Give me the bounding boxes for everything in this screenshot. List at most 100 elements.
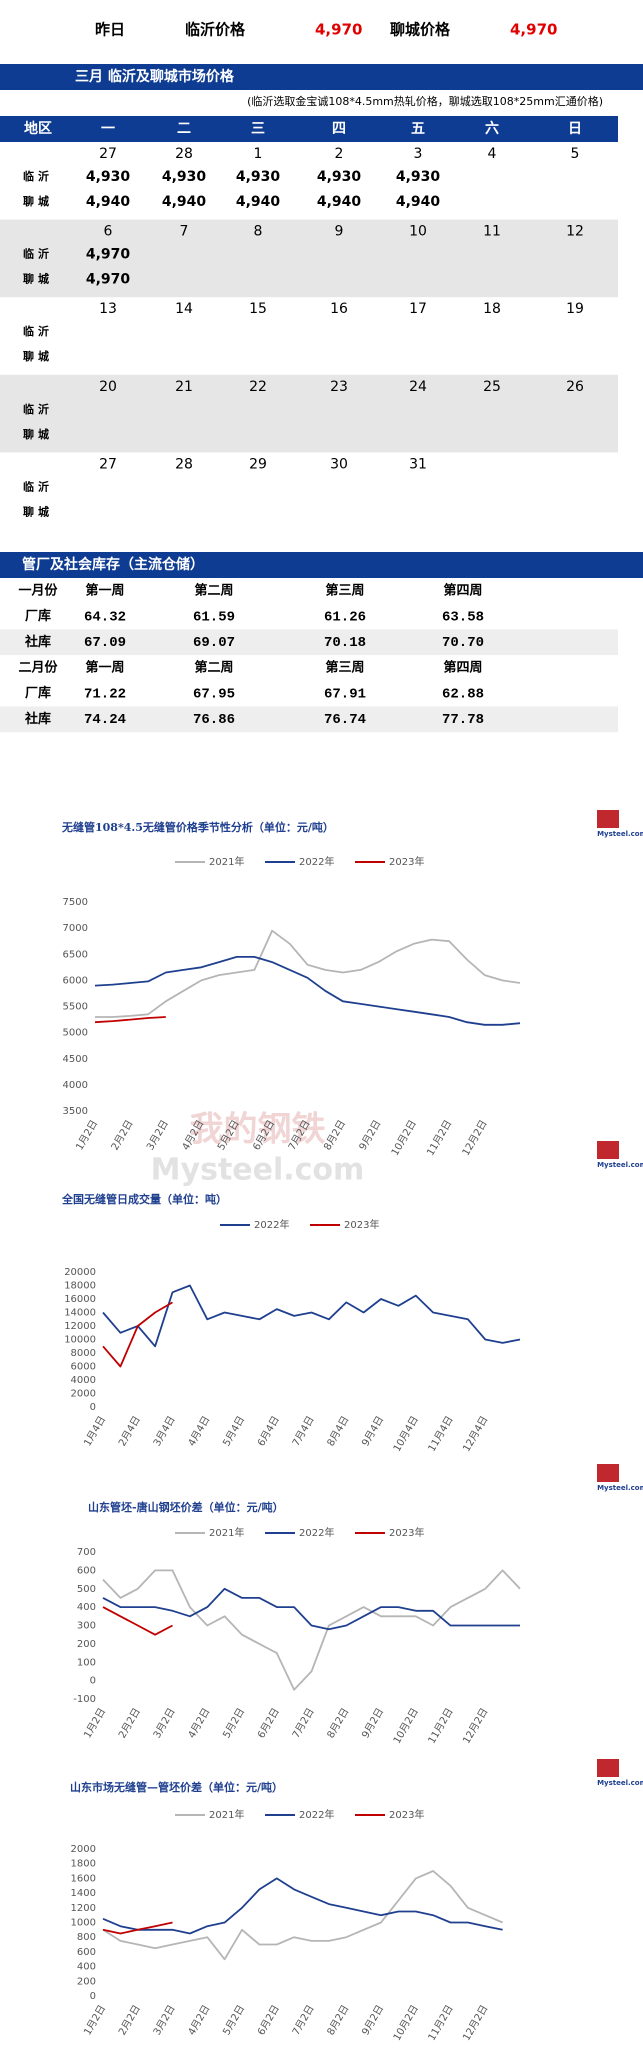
day-number: 16 bbox=[330, 301, 348, 317]
day-number: 18 bbox=[483, 301, 501, 317]
inventory-value: 71.22 bbox=[84, 686, 126, 702]
series-line bbox=[102, 1284, 521, 1348]
legend-label: 2022年 bbox=[299, 1526, 334, 1539]
chart-title: 山东市场无缝管—管坯价差（单位：元/吨） bbox=[70, 1780, 283, 1794]
x-tick-label: 9月2日 bbox=[359, 1706, 386, 1740]
y-tick-label: 500 bbox=[77, 1584, 96, 1595]
y-tick-label: 200 bbox=[77, 1976, 96, 1987]
day-number: 22 bbox=[249, 379, 267, 395]
x-tick-label: 1月2日 bbox=[73, 1118, 100, 1152]
y-tick-label: 16000 bbox=[64, 1294, 96, 1305]
liaocheng-price: 4,970 bbox=[510, 21, 557, 39]
y-tick-label: 0 bbox=[90, 1402, 96, 1413]
x-tick-label: 7月4日 bbox=[290, 1414, 317, 1448]
x-tick-label: 11月2日 bbox=[424, 1118, 454, 1158]
x-tick-label: 2月4日 bbox=[116, 1414, 143, 1448]
y-tick-label: 0 bbox=[90, 1676, 96, 1687]
y-tick-label: 800 bbox=[77, 1932, 96, 1943]
day-number: 11 bbox=[483, 224, 501, 240]
day-number: 12 bbox=[566, 224, 584, 240]
x-tick-label: 8月4日 bbox=[325, 1414, 352, 1448]
price: 4,930 bbox=[317, 169, 362, 185]
x-tick-label: 9月2日 bbox=[359, 2003, 386, 2037]
inventory-week: 第四周 bbox=[443, 659, 482, 675]
day-number: 6 bbox=[104, 224, 113, 240]
x-tick-label: 5月4日 bbox=[220, 1414, 247, 1448]
y-tick-label: 200 bbox=[77, 1639, 96, 1650]
legend-label: 2023年 bbox=[389, 855, 424, 868]
row-label: 聊城 bbox=[23, 427, 53, 441]
inventory-label: 社库 bbox=[24, 634, 51, 650]
legend-label: 2022年 bbox=[299, 855, 334, 868]
price: 4,940 bbox=[86, 194, 131, 210]
logo-text: Mysteel.com bbox=[597, 1161, 643, 1169]
x-tick-label: 1月2日 bbox=[81, 1706, 108, 1740]
calendar-header-bar bbox=[0, 64, 643, 90]
x-tick-label: 10月2日 bbox=[391, 1706, 421, 1746]
linyi-label: 临沂价格 bbox=[185, 21, 246, 39]
y-tick-label: -100 bbox=[73, 1694, 96, 1705]
y-tick-label: 100 bbox=[77, 1657, 96, 1668]
day-number: 24 bbox=[409, 379, 427, 395]
calendar-head: 四 bbox=[332, 121, 346, 137]
series-line bbox=[94, 1016, 166, 1024]
logo-badge bbox=[597, 1759, 619, 1777]
inventory-label: 厂库 bbox=[25, 685, 51, 701]
price: 4,940 bbox=[236, 194, 281, 210]
x-tick-label: 9月4日 bbox=[359, 1414, 386, 1448]
day-number: 1 bbox=[254, 146, 263, 162]
calendar-head: 五 bbox=[411, 121, 425, 137]
inventory-value: 74.24 bbox=[84, 712, 126, 728]
x-tick-label: 5月2日 bbox=[220, 2003, 247, 2037]
series-line bbox=[102, 1587, 520, 1631]
x-tick-label: 11月2日 bbox=[426, 2003, 456, 2043]
yesterday-label: 昨日 bbox=[95, 21, 125, 39]
price: 4,940 bbox=[396, 194, 441, 210]
calendar-head: 地区 bbox=[24, 120, 52, 137]
price: 4,930 bbox=[396, 169, 441, 185]
day-number: 17 bbox=[409, 301, 427, 317]
inventory-week: 第一周 bbox=[85, 582, 124, 598]
x-tick-label: 1月4日 bbox=[81, 1414, 108, 1448]
week-row-bg bbox=[0, 219, 618, 298]
inventory-week: 第二周 bbox=[194, 582, 233, 598]
legend-label: 2021年 bbox=[209, 1526, 244, 1539]
series-line bbox=[102, 1877, 503, 1935]
x-tick-label: 2月2日 bbox=[116, 2003, 143, 2037]
y-tick-label: 4000 bbox=[71, 1375, 96, 1386]
x-tick-label: 10月2日 bbox=[389, 1118, 419, 1158]
inventory-value: 61.59 bbox=[193, 609, 235, 625]
x-tick-label: 9月2日 bbox=[357, 1118, 384, 1152]
legend-label: 2023年 bbox=[389, 1526, 424, 1539]
y-tick-label: 1600 bbox=[71, 1873, 96, 1884]
x-tick-label: 12月2日 bbox=[461, 1706, 491, 1746]
day-number: 9 bbox=[335, 224, 344, 240]
logo-badge bbox=[597, 1141, 619, 1159]
day-number: 14 bbox=[175, 301, 193, 317]
inventory-value: 77.78 bbox=[442, 712, 484, 728]
y-tick-label: 5000 bbox=[63, 1028, 88, 1039]
inventory-week: 第四周 bbox=[443, 582, 482, 598]
y-tick-label: 4500 bbox=[63, 1054, 88, 1065]
x-tick-label: 1月2日 bbox=[81, 2003, 108, 2037]
y-tick-label: 3500 bbox=[63, 1106, 88, 1117]
inventory-label: 二月份 bbox=[18, 659, 58, 675]
x-tick-label: 4月4日 bbox=[186, 1414, 213, 1448]
price: 4,940 bbox=[317, 194, 362, 210]
y-tick-label: 600 bbox=[77, 1565, 96, 1576]
inventory-title: 管厂及社会库存（主流仓储） bbox=[22, 556, 204, 573]
price: 4,940 bbox=[162, 194, 207, 210]
row-label: 临沂 bbox=[23, 324, 53, 338]
legend-label: 2023年 bbox=[344, 1218, 379, 1231]
inventory-value: 67.91 bbox=[324, 686, 366, 702]
inventory-label: 社库 bbox=[24, 711, 51, 727]
chart-title: 全国无缝管日成交量（单位：吨） bbox=[61, 1192, 227, 1206]
day-number: 8 bbox=[254, 224, 263, 240]
y-tick-label: 1000 bbox=[71, 1918, 96, 1929]
week-row-bg bbox=[0, 374, 618, 453]
y-tick-label: 1200 bbox=[71, 1903, 96, 1914]
x-tick-label: 5月2日 bbox=[220, 1706, 247, 1740]
logo-text: Mysteel.com bbox=[597, 1484, 643, 1492]
x-tick-label: 4月2日 bbox=[186, 1706, 213, 1740]
inventory-value: 67.09 bbox=[84, 635, 126, 651]
